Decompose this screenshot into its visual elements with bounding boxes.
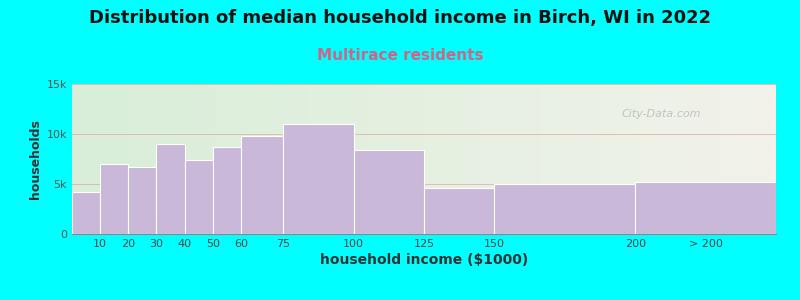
- X-axis label: household income ($1000): household income ($1000): [320, 253, 528, 267]
- Bar: [185, 160, 213, 234]
- Bar: [72, 192, 100, 234]
- Bar: [128, 167, 157, 234]
- Text: City-Data.com: City-Data.com: [621, 109, 701, 119]
- Bar: [494, 184, 635, 234]
- Y-axis label: households: households: [30, 119, 42, 199]
- Bar: [157, 144, 185, 234]
- Bar: [635, 182, 776, 234]
- Bar: [241, 136, 283, 234]
- Text: Distribution of median household income in Birch, WI in 2022: Distribution of median household income …: [89, 9, 711, 27]
- Bar: [213, 147, 241, 234]
- Bar: [354, 150, 424, 234]
- Bar: [424, 188, 494, 234]
- Bar: [283, 124, 354, 234]
- Text: Multirace residents: Multirace residents: [317, 48, 483, 63]
- Bar: [100, 164, 128, 234]
